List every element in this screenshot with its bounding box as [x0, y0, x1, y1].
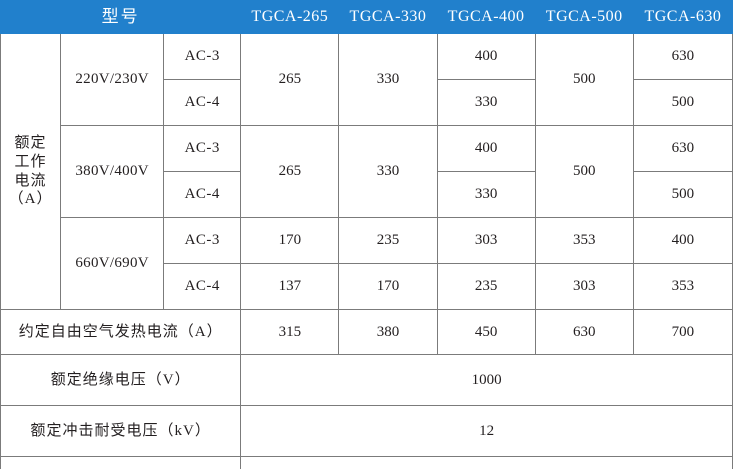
cell-660-ac3-tgca400: 303: [437, 218, 535, 264]
category-ac3-380: AC-3: [164, 126, 241, 172]
category-ac3-660: AC-3: [164, 218, 241, 264]
cell-380-ac3-tgca400: 400: [437, 126, 535, 172]
rated-current-label-line-3: 电流: [1, 172, 60, 191]
header-model-tgca-500: TGCA-500: [535, 1, 633, 34]
table-row: 额定 工作 电流 （A） 220V/230V AC-3 265 330 400 …: [1, 34, 733, 80]
voltage-220-230: 220V/230V: [61, 34, 164, 126]
label-insulation-voltage: 额定绝缘电压（V）: [1, 355, 241, 406]
cell-660-ac4-tgca630: 353: [633, 264, 732, 310]
cell-380-tgca330: 330: [339, 126, 437, 218]
rated-current-label-line-4: （A）: [1, 190, 60, 209]
cell-thermal-tgca265: 315: [241, 310, 339, 355]
cell-220-tgca500: 500: [535, 34, 633, 126]
table-header-row: 型号 TGCA-265 TGCA-330 TGCA-400 TGCA-500 T…: [1, 1, 733, 34]
table-row: 约定自由空气发热电流（A） 315 380 450 630 700: [1, 310, 733, 355]
cell-660-ac4-tgca330: 170: [339, 264, 437, 310]
cell-660-ac4-tgca500: 303: [535, 264, 633, 310]
cell-thermal-tgca500: 630: [535, 310, 633, 355]
clipped-value-cell: [241, 457, 733, 469]
label-impulse-voltage: 额定冲击耐受电压（kV）: [1, 406, 241, 457]
cell-220-ac4-tgca400: 330: [437, 80, 535, 126]
cell-thermal-tgca630: 700: [633, 310, 732, 355]
voltage-380-400: 380V/400V: [61, 126, 164, 218]
cell-380-tgca500: 500: [535, 126, 633, 218]
clipped-label-cell: [1, 457, 241, 469]
cell-220-ac3-tgca630: 630: [633, 34, 732, 80]
voltage-660-690: 660V/690V: [61, 218, 164, 310]
cell-660-ac4-tgca400: 235: [437, 264, 535, 310]
cell-220-tgca330: 330: [339, 34, 437, 126]
cell-660-ac3-tgca630: 400: [633, 218, 732, 264]
cell-thermal-tgca330: 380: [339, 310, 437, 355]
table-row: 额定绝缘电压（V） 1000: [1, 355, 733, 406]
rated-current-label-line-2: 工作: [1, 153, 60, 172]
cell-660-ac3-tgca265: 170: [241, 218, 339, 264]
header-model-label: 型号: [1, 1, 241, 34]
label-thermal-current: 约定自由空气发热电流（A）: [1, 310, 241, 355]
rated-current-label-line-1: 额定: [1, 134, 60, 153]
cell-insulation-voltage-value: 1000: [241, 355, 733, 406]
header-model-tgca-265: TGCA-265: [241, 1, 339, 34]
category-ac3-220: AC-3: [164, 34, 241, 80]
header-model-tgca-630: TGCA-630: [633, 1, 732, 34]
table-row-clipped: [1, 457, 733, 469]
header-model-tgca-330: TGCA-330: [339, 1, 437, 34]
category-ac4-380: AC-4: [164, 172, 241, 218]
cell-thermal-tgca400: 450: [437, 310, 535, 355]
cell-380-ac4-tgca400: 330: [437, 172, 535, 218]
cell-660-ac3-tgca330: 235: [339, 218, 437, 264]
table-row: 660V/690V AC-3 170 235 303 353 400: [1, 218, 733, 264]
rated-current-group-label: 额定 工作 电流 （A）: [1, 34, 61, 310]
cell-380-ac4-tgca630: 500: [633, 172, 732, 218]
cell-380-tgca265: 265: [241, 126, 339, 218]
category-ac4-220: AC-4: [164, 80, 241, 126]
header-model-tgca-400: TGCA-400: [437, 1, 535, 34]
cell-660-ac3-tgca500: 353: [535, 218, 633, 264]
table-row: 380V/400V AC-3 265 330 400 500 630: [1, 126, 733, 172]
cell-220-ac4-tgca630: 500: [633, 80, 732, 126]
cell-impulse-voltage-value: 12: [241, 406, 733, 457]
cell-660-ac4-tgca265: 137: [241, 264, 339, 310]
cell-220-tgca265: 265: [241, 34, 339, 126]
category-ac4-660: AC-4: [164, 264, 241, 310]
cell-380-ac3-tgca630: 630: [633, 126, 732, 172]
table-row: 额定冲击耐受电压（kV） 12: [1, 406, 733, 457]
cell-220-ac3-tgca400: 400: [437, 34, 535, 80]
